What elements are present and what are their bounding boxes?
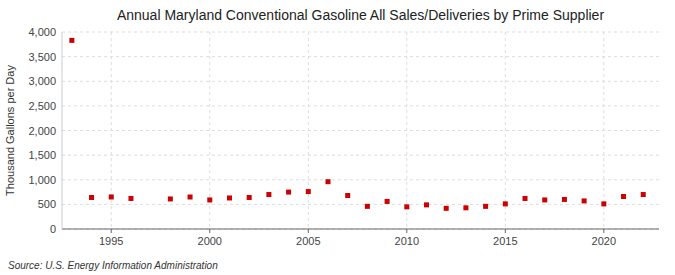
y-axis-line <box>62 32 63 229</box>
x-tick <box>406 229 407 233</box>
x-tick <box>308 229 309 233</box>
x-tick-label: 1995 <box>99 235 123 247</box>
point <box>483 204 488 209</box>
point <box>641 192 646 197</box>
y-tick-label: 1,500 <box>28 149 56 161</box>
x-grid-line <box>308 32 309 229</box>
x-tick <box>209 229 210 233</box>
y-tick-label: 2,000 <box>28 125 56 137</box>
x-tick-label: 2000 <box>198 235 222 247</box>
y-grid-line <box>62 155 659 156</box>
x-tick-label: 2020 <box>592 235 616 247</box>
source: Source: U.S. Energy Information Administ… <box>8 260 218 271</box>
point <box>385 199 390 204</box>
y-axis-label: Thousand Gallons per Day <box>4 65 16 196</box>
point <box>601 201 606 206</box>
point <box>247 195 252 200</box>
y-tick-label: 3,500 <box>28 51 56 63</box>
y-tick-label: 3,000 <box>28 75 56 87</box>
x-tick <box>603 229 604 233</box>
x-axis-line <box>62 229 659 230</box>
x-tick-label: 2010 <box>395 235 419 247</box>
y-tick-label: 4,000 <box>28 26 56 38</box>
point <box>503 201 508 206</box>
point <box>463 205 468 210</box>
y-tick-label: 500 <box>38 198 56 210</box>
x-tick-label: 2005 <box>296 235 320 247</box>
y-grid-line <box>62 130 659 131</box>
point <box>325 179 330 184</box>
y-grid-line <box>62 229 659 230</box>
point <box>266 192 271 197</box>
point <box>404 204 409 209</box>
x-tick-label: 2015 <box>493 235 517 247</box>
title: Annual Maryland Conventional Gasoline Al… <box>117 7 604 23</box>
y-grid-line <box>62 179 659 180</box>
x-grid-line <box>406 32 407 229</box>
point <box>286 190 291 195</box>
point <box>109 194 114 199</box>
x-tick <box>505 229 506 233</box>
y-grid-line <box>62 32 659 33</box>
point <box>188 194 193 199</box>
points <box>69 38 645 211</box>
point <box>582 198 587 203</box>
point <box>227 195 232 200</box>
point <box>128 196 133 201</box>
y-tick-label: 2,500 <box>28 100 56 112</box>
point <box>168 196 173 201</box>
y-grid-line <box>62 81 659 82</box>
point <box>306 189 311 194</box>
x-grid-line <box>505 32 506 229</box>
point <box>89 195 94 200</box>
point <box>523 196 528 201</box>
point <box>345 193 350 198</box>
y-tick-label: 1,000 <box>28 174 56 186</box>
point <box>621 194 626 199</box>
point <box>424 202 429 207</box>
point <box>69 38 74 43</box>
point <box>562 197 567 202</box>
y-grid-line <box>62 204 659 205</box>
y-grid-line <box>62 105 659 106</box>
point <box>542 197 547 202</box>
x-grid-line <box>603 32 604 229</box>
point <box>365 204 370 209</box>
y-tick-label: 0 <box>50 223 56 235</box>
point <box>207 197 212 202</box>
point <box>444 206 449 211</box>
grid <box>62 32 659 229</box>
chart: Annual Maryland Conventional Gasoline Al… <box>0 0 675 275</box>
y-grid-line <box>62 56 659 57</box>
x-tick <box>111 229 112 233</box>
axes: 0 500 1,000 1,500 2,000 2,500 3,000 3,500 4,000 1… <box>28 26 659 247</box>
